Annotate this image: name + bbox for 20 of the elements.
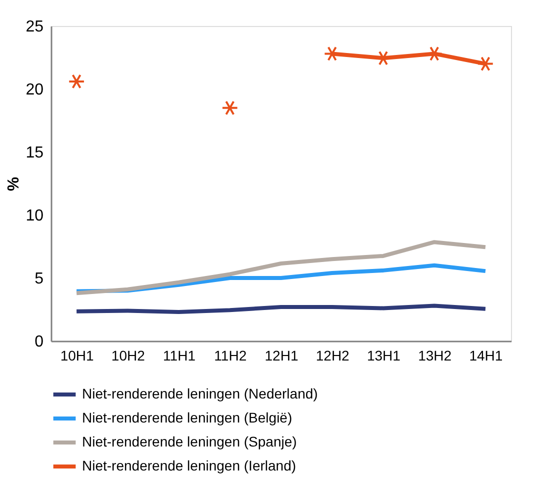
x-tick-label: 10H1	[60, 348, 94, 364]
legend-label: Niet-renderende leningen (Nederland)	[82, 386, 318, 402]
legend-label: Niet-renderende leningen (België)	[82, 410, 292, 426]
x-tick-label: 11H1	[163, 348, 196, 364]
y-tick-label: 15	[26, 144, 44, 162]
y-tick-label: 0	[34, 334, 44, 350]
x-tick-label: 10H2	[111, 348, 146, 364]
x-tick-label: 14H1	[469, 348, 503, 364]
x-tick-label: 12H1	[264, 348, 298, 364]
y-tick-label: 5	[34, 270, 44, 288]
x-tick-label: 11H2	[214, 348, 247, 364]
x-tick-label: 12H2	[316, 348, 350, 364]
legend-label: Niet-renderende leningen (Ierland)	[82, 458, 296, 474]
legend-label: Niet-renderende leningen (Spanje)	[82, 434, 297, 450]
y-tick-label: 20	[26, 82, 44, 98]
x-tick-label: 13H2	[418, 348, 452, 364]
y-tick-label: 25	[26, 18, 44, 36]
y-tick-label: 10	[26, 208, 44, 224]
y-axis-title: %	[6, 176, 23, 192]
x-tick-label: 13H1	[366, 348, 401, 364]
